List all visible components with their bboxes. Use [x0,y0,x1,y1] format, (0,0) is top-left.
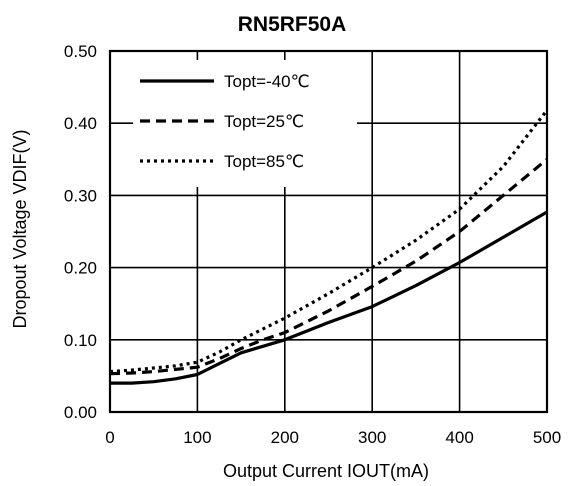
y-tick-label: 0.00 [64,403,97,422]
chart-title: RN5RF50A [238,13,347,36]
series-line-3 [109,109,549,374]
y-tick-label: 0.10 [64,331,97,350]
plot-frame [108,49,549,414]
x-tick-label: 300 [358,428,386,447]
series-line-1 [110,210,548,385]
x-tick-label: 0 [105,428,114,447]
legend-label-2: Topt=25℃ [224,112,304,131]
y-tick-label: 0.20 [64,259,97,278]
legend-label-3: Topt=85℃ [224,152,304,171]
y-axis-ticks: 0.00 0.10 0.20 0.30 0.40 0.50 [64,42,97,422]
y-axis-label: Dropout Voltage VDIF(V) [10,129,30,328]
y-tick-label: 0.50 [64,42,97,61]
y-tick-label: 0.40 [64,114,97,133]
legend-label-1: Topt=-40℃ [224,72,310,91]
x-axis-ticks: 0 100 200 300 400 500 [105,428,561,447]
y-tick-label: 0.30 [64,186,97,205]
x-tick-label: 500 [533,428,561,447]
legend: Topt=-40℃ Topt=25℃ Topt=85℃ [133,60,357,187]
series-line-2 [109,158,549,376]
x-tick-label: 200 [271,428,299,447]
x-axis-label: Output Current IOUT(mA) [223,461,429,481]
x-tick-label: 100 [183,428,211,447]
x-tick-label: 400 [445,428,473,447]
series-lines [109,109,549,385]
